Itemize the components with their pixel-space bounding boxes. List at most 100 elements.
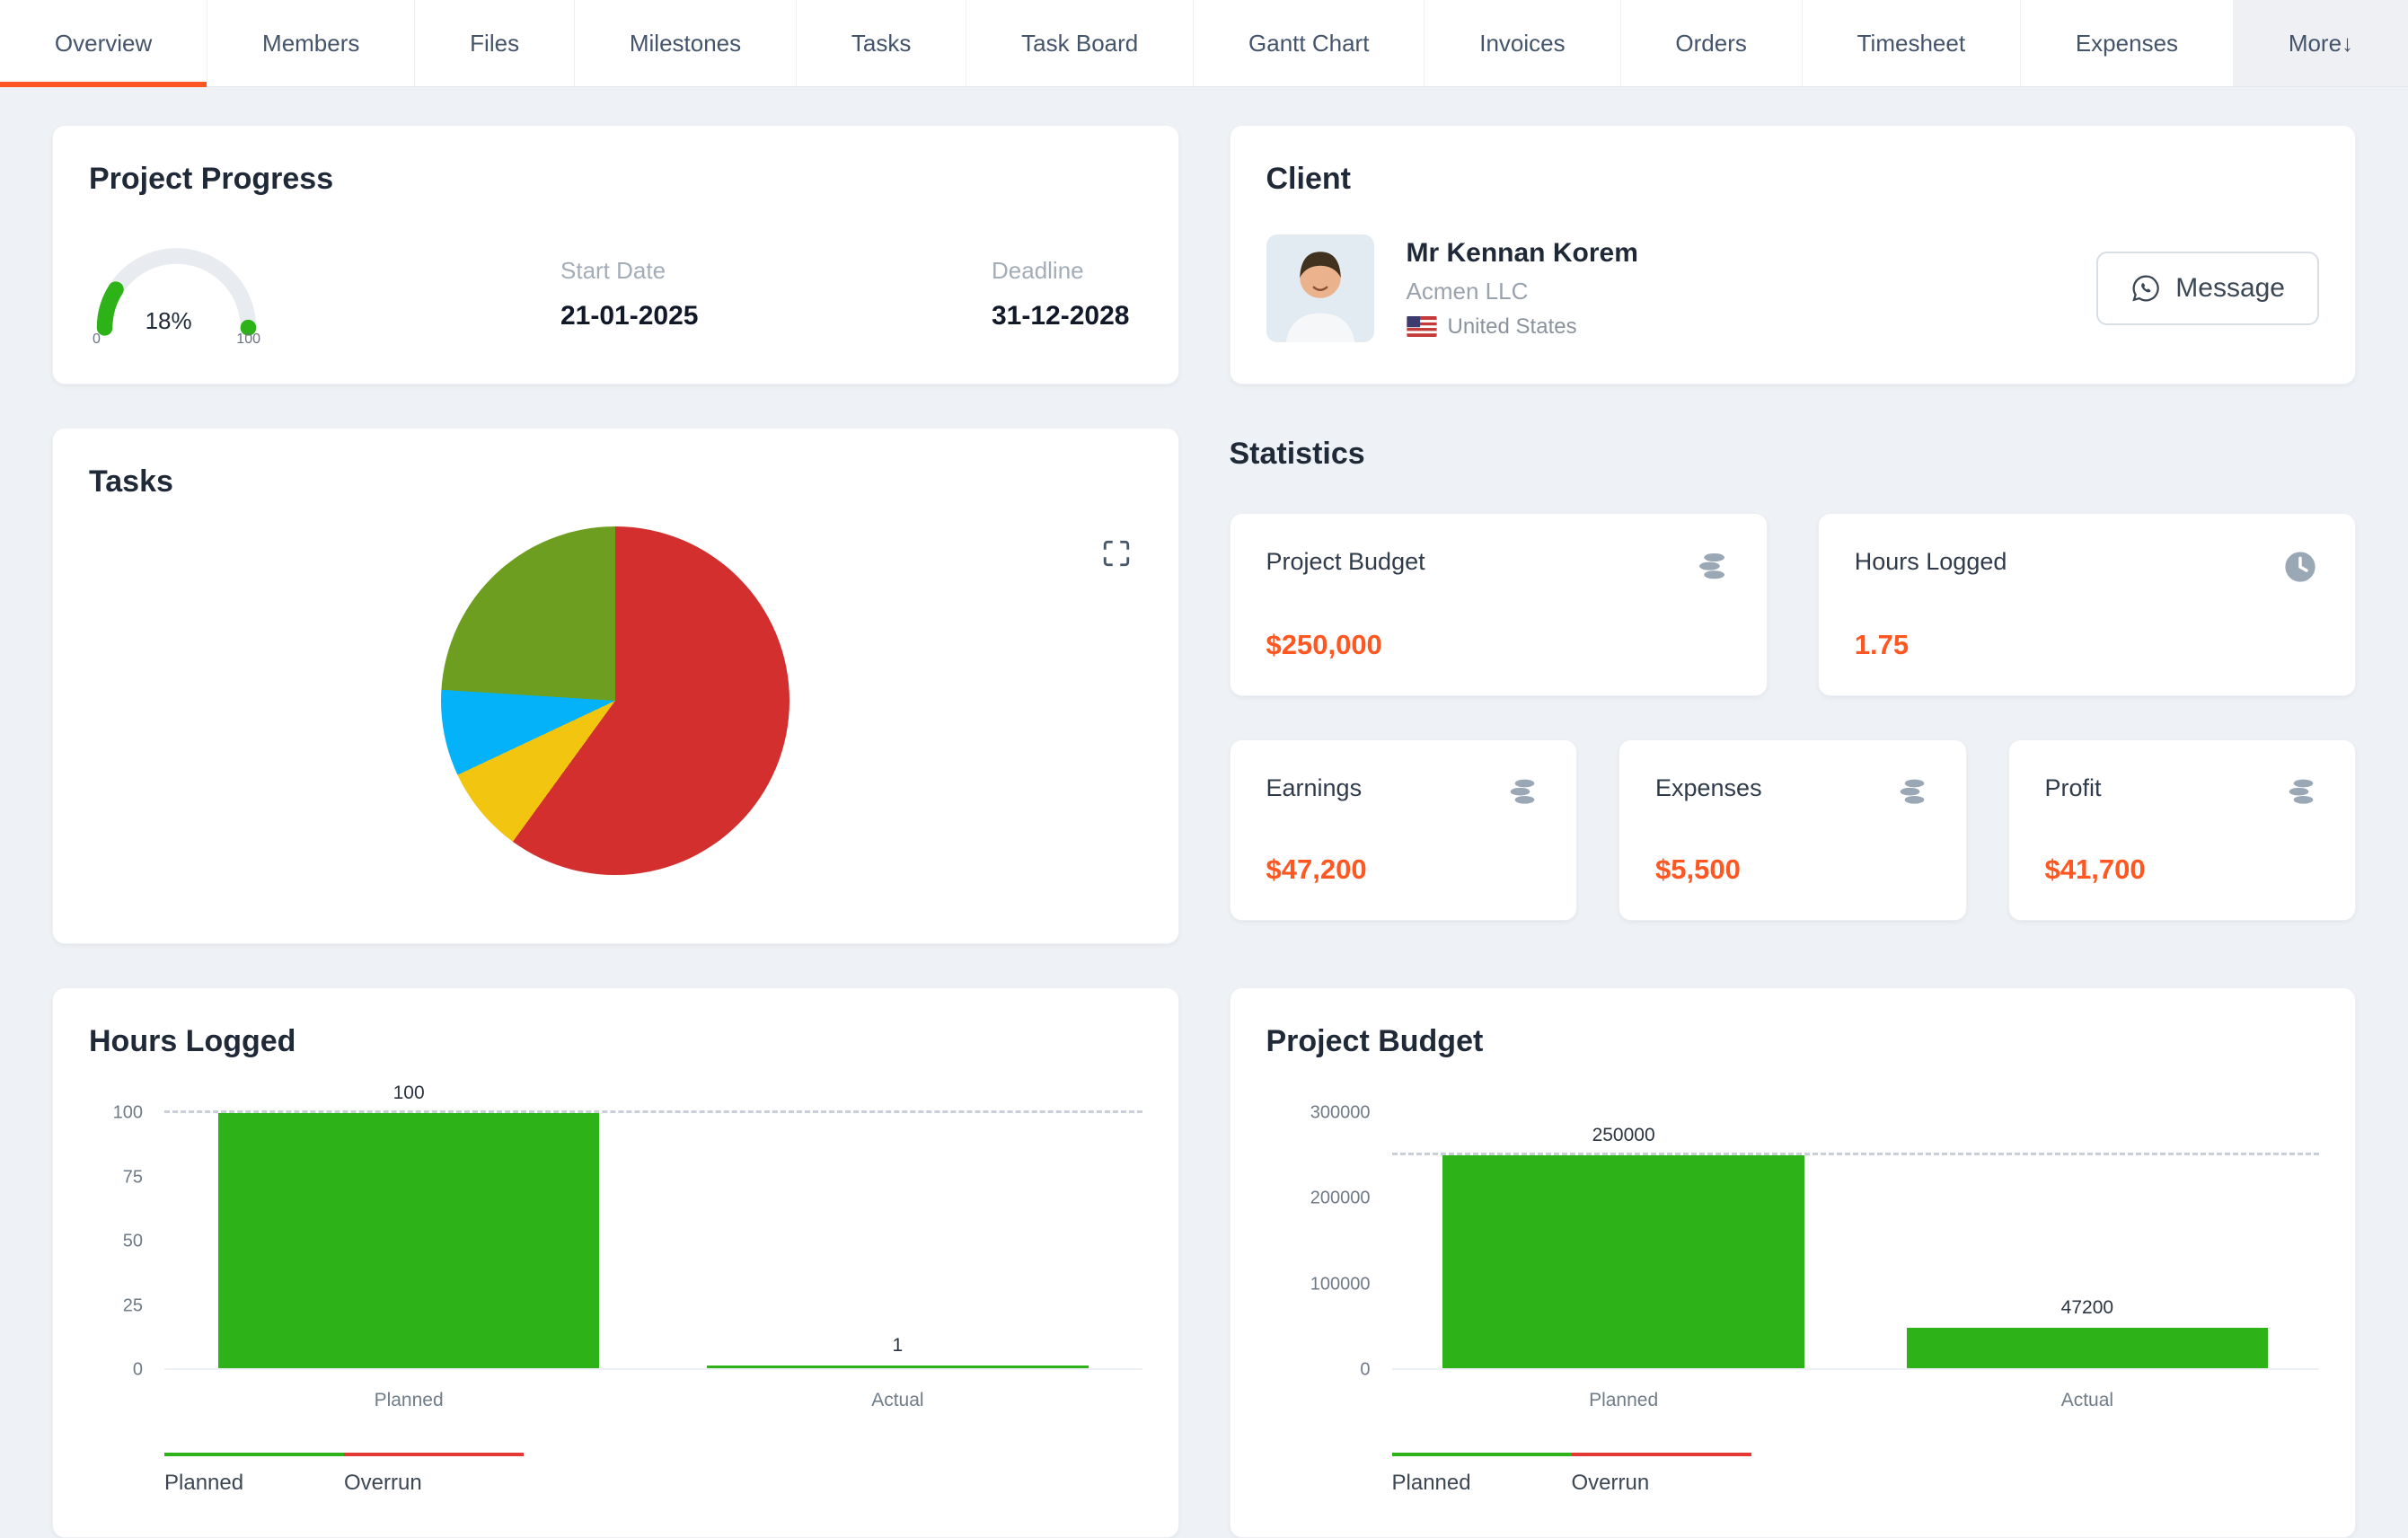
- tab-orders[interactable]: Orders: [1621, 0, 1803, 86]
- hours-logged-chart-title: Hours Logged: [89, 1024, 296, 1058]
- message-button-label: Message: [2175, 273, 2285, 303]
- y-axis: 0 100000 200000 300000: [1266, 1103, 1392, 1380]
- bar-category-label: Planned: [1589, 1390, 1659, 1410]
- client-name: Mr Kennan Korem: [1406, 237, 1638, 268]
- tab-label: Invoices: [1479, 29, 1566, 57]
- stat-value: 1.75: [1854, 629, 1910, 660]
- coins-icon: [1900, 779, 1924, 804]
- tasks-card: Tasks: [52, 428, 1179, 944]
- tab-invoices[interactable]: Invoices: [1425, 0, 1621, 86]
- y-tick-label: 200000: [1310, 1188, 1371, 1208]
- tab-expenses[interactable]: Expenses: [2021, 0, 2234, 86]
- tasks-title: Tasks: [89, 464, 173, 499]
- tab-label: More↓: [2288, 29, 2354, 57]
- project-tabbar: Overview Members Files Milestones Tasks …: [0, 0, 2408, 87]
- bar-value-label: 100: [393, 1083, 425, 1103]
- stat-value: $5,500: [1655, 853, 1741, 885]
- deadline-value: 31-12-2028: [992, 300, 1130, 331]
- y-tick-label: 25: [122, 1295, 143, 1315]
- bar-slot-actual: 47200: [1856, 1113, 2319, 1368]
- tab-files[interactable]: Files: [415, 0, 575, 86]
- gauge-percent-label: 18%: [145, 307, 192, 334]
- project-progress-card: Project Progress 0 18% 100 Start Date 21…: [52, 125, 1179, 384]
- y-tick-label: 0: [132, 1359, 143, 1380]
- stat-label: Earnings: [1266, 774, 1363, 801]
- y-tick-label: 0: [1360, 1359, 1371, 1380]
- project-budget-bar-chart: 0 100000 200000 300000 250000 47200: [1266, 1103, 2319, 1380]
- progress-gauge-arc: [96, 248, 257, 336]
- project-budget-chart-card: Project Budget 0 100000 200000 300000 25000…: [1229, 987, 2356, 1538]
- tab-tasks[interactable]: Tasks: [797, 0, 967, 86]
- client-company: Acmen LLC: [1406, 277, 1529, 305]
- stat-value: $41,700: [2044, 853, 2146, 885]
- y-tick-label: 300000: [1310, 1102, 1371, 1123]
- tab-label: Gantt Chart: [1248, 29, 1370, 57]
- gauge-max-label: 100: [236, 331, 260, 347]
- message-button[interactable]: Message: [2096, 252, 2319, 325]
- us-flag-icon: [1406, 316, 1437, 337]
- hours-logged-bar-chart: 0 25 50 75 100 100 1: [89, 1083, 1142, 1380]
- expand-icon[interactable]: [1096, 533, 1137, 577]
- client-avatar-image: [1266, 234, 1374, 342]
- tab-more[interactable]: More↓: [2233, 0, 2408, 86]
- reference-line: [1391, 1153, 2319, 1156]
- hours-logged-chart-card: Hours Logged 0 25 50 75 100 100 1 Planned Ac…: [52, 987, 1179, 1538]
- stat-card-project-budget: Project Budget $250,000: [1229, 513, 1768, 696]
- statistics-row-1: Project Budget $250,000 Hours Logged: [1229, 513, 2356, 696]
- tab-label: Orders: [1675, 29, 1747, 57]
- y-axis: 0 25 50 75 100: [89, 1103, 164, 1380]
- overview-content: Project Progress 0 18% 100 Start Date 21…: [0, 87, 2408, 1538]
- statistics-section: Statistics Project Budget $250,000 Hours…: [1229, 428, 2356, 944]
- legend-item-planned: Planned: [164, 1453, 344, 1496]
- plot-area: 250000 47200: [1391, 1113, 2319, 1370]
- stat-label: Profit: [2044, 774, 2102, 801]
- client-title: Client: [1266, 162, 1351, 196]
- legend-item-overrun: Overrun: [1571, 1453, 1751, 1496]
- y-tick-label: 50: [122, 1231, 143, 1251]
- progress-gauge: 0 18% 100: [89, 240, 264, 348]
- stat-value: $47,200: [1266, 853, 1367, 885]
- tab-label: Members: [262, 29, 360, 57]
- legend-item-planned: Planned: [1391, 1453, 1572, 1496]
- bar-category-label: Actual: [871, 1390, 924, 1410]
- legend-label: Planned: [1391, 1471, 1471, 1495]
- tab-members[interactable]: Members: [207, 0, 416, 86]
- bar-category-label: Actual: [2060, 1390, 2114, 1410]
- deadline-block: Deadline 31-12-2028: [992, 257, 1142, 331]
- legend-label: Planned: [164, 1471, 244, 1495]
- project-progress-row: 0 18% 100 Start Date 21-01-2025 Deadline…: [89, 240, 1142, 348]
- project-budget-chart-title: Project Budget: [1266, 1024, 1484, 1058]
- bar: [217, 1113, 600, 1368]
- stat-label: Project Budget: [1266, 548, 1425, 575]
- tab-timesheet[interactable]: Timesheet: [1803, 0, 2021, 86]
- bar: [1906, 1328, 2269, 1368]
- bar: [1442, 1155, 1804, 1368]
- client-avatar: [1266, 234, 1374, 342]
- tab-label: Timesheet: [1857, 29, 1966, 57]
- y-tick-label: 100: [112, 1102, 143, 1123]
- bar-value-label: 47200: [2060, 1297, 2114, 1319]
- start-date-block: Start Date 21-01-2025: [560, 257, 992, 331]
- bar-category-label: Planned: [374, 1390, 444, 1410]
- bar: [707, 1366, 1089, 1368]
- clock-icon: [2285, 552, 2315, 582]
- client-country-row: United States: [1406, 314, 1638, 340]
- coins-icon: [1698, 552, 1724, 579]
- tasks-pie-chart: [441, 526, 790, 875]
- tab-overview[interactable]: Overview: [0, 0, 208, 87]
- tab-task-board[interactable]: Task Board: [966, 0, 1195, 86]
- tab-gantt-chart[interactable]: Gantt Chart: [1194, 0, 1425, 86]
- tab-label: Files: [470, 29, 520, 57]
- tab-milestones[interactable]: Milestones: [575, 0, 798, 86]
- plot-area: 100 1: [164, 1083, 1142, 1370]
- gauge-labels: 0 18% 100: [93, 307, 260, 348]
- y-tick-label: 75: [122, 1167, 143, 1187]
- statistics-title: Statistics: [1229, 437, 1365, 471]
- client-row: Mr Kennan Korem Acmen LLC United States: [1266, 234, 2319, 342]
- coins-icon: [1510, 779, 1535, 804]
- bar-slot-planned: 250000: [1392, 1113, 1856, 1368]
- bar-slot-planned: 100: [164, 1083, 653, 1368]
- bar-value-label: 1: [892, 1335, 904, 1357]
- tab-label: Task Board: [1021, 29, 1139, 57]
- stat-label: Hours Logged: [1854, 548, 2007, 575]
